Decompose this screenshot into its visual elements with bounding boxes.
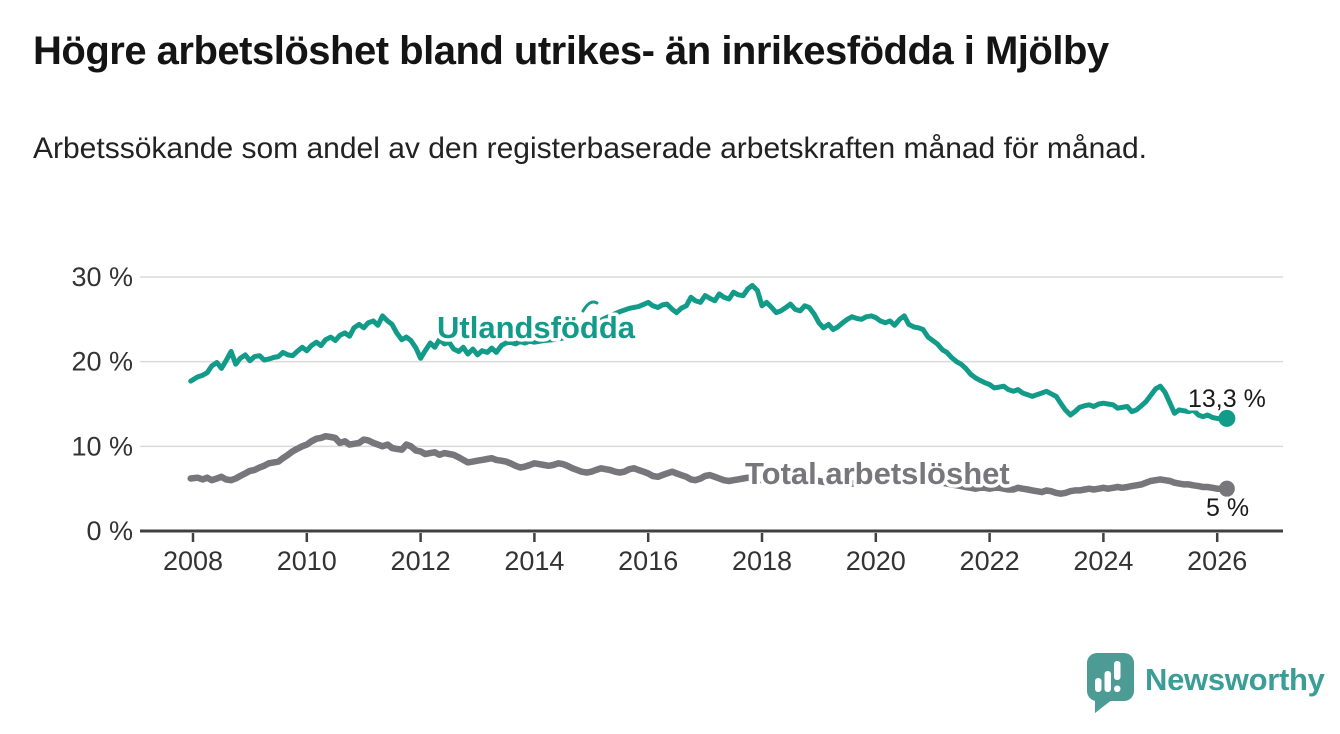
x-axis-label: 2010 — [277, 546, 337, 576]
brand-name: Newsworthy — [1145, 662, 1325, 697]
x-axis-label: 2022 — [960, 546, 1020, 576]
series-label-utlandsfodda: Utlandsfödda — [437, 310, 636, 345]
end-value-label-total: 5 % — [1206, 494, 1249, 522]
x-axis-label: 2016 — [618, 546, 678, 576]
series-label-total-arbetsloshet: Total arbetslöshet — [745, 456, 1010, 491]
x-axis-label: 2012 — [391, 546, 451, 576]
series-line-total-arbetsloshet — [187, 432, 1231, 497]
x-axis-label: 2024 — [1073, 546, 1133, 576]
series-line-utlandsfodda — [188, 283, 1230, 422]
x-axis-label: 2014 — [504, 546, 564, 576]
newsworthy-brand: Newsworthy — [1086, 650, 1325, 716]
x-axis-label: 2018 — [732, 546, 792, 576]
label-leader-mark — [581, 300, 599, 313]
newsworthy-logo-icon — [1087, 653, 1134, 713]
x-axis-label: 2020 — [846, 546, 906, 576]
page-subtitle: Arbetssökande som andel av den registerb… — [33, 132, 1147, 165]
x-axis-label: 2008 — [163, 546, 223, 576]
y-axis-label: 20 % — [71, 347, 133, 377]
page-title: Högre arbetslöshet bland utrikes- än inr… — [33, 29, 1109, 73]
y-axis-label: 10 % — [71, 431, 133, 461]
series-endpoint-dot-utlandsfodda — [1218, 409, 1236, 427]
end-value-label-utlandsfodda: 13,3 % — [1188, 385, 1266, 413]
x-axis-label: 2026 — [1187, 546, 1247, 576]
y-axis-label: 30 % — [71, 262, 133, 292]
series-endpoint-dot-total — [1218, 480, 1235, 497]
y-axis-label: 0 % — [86, 516, 133, 546]
